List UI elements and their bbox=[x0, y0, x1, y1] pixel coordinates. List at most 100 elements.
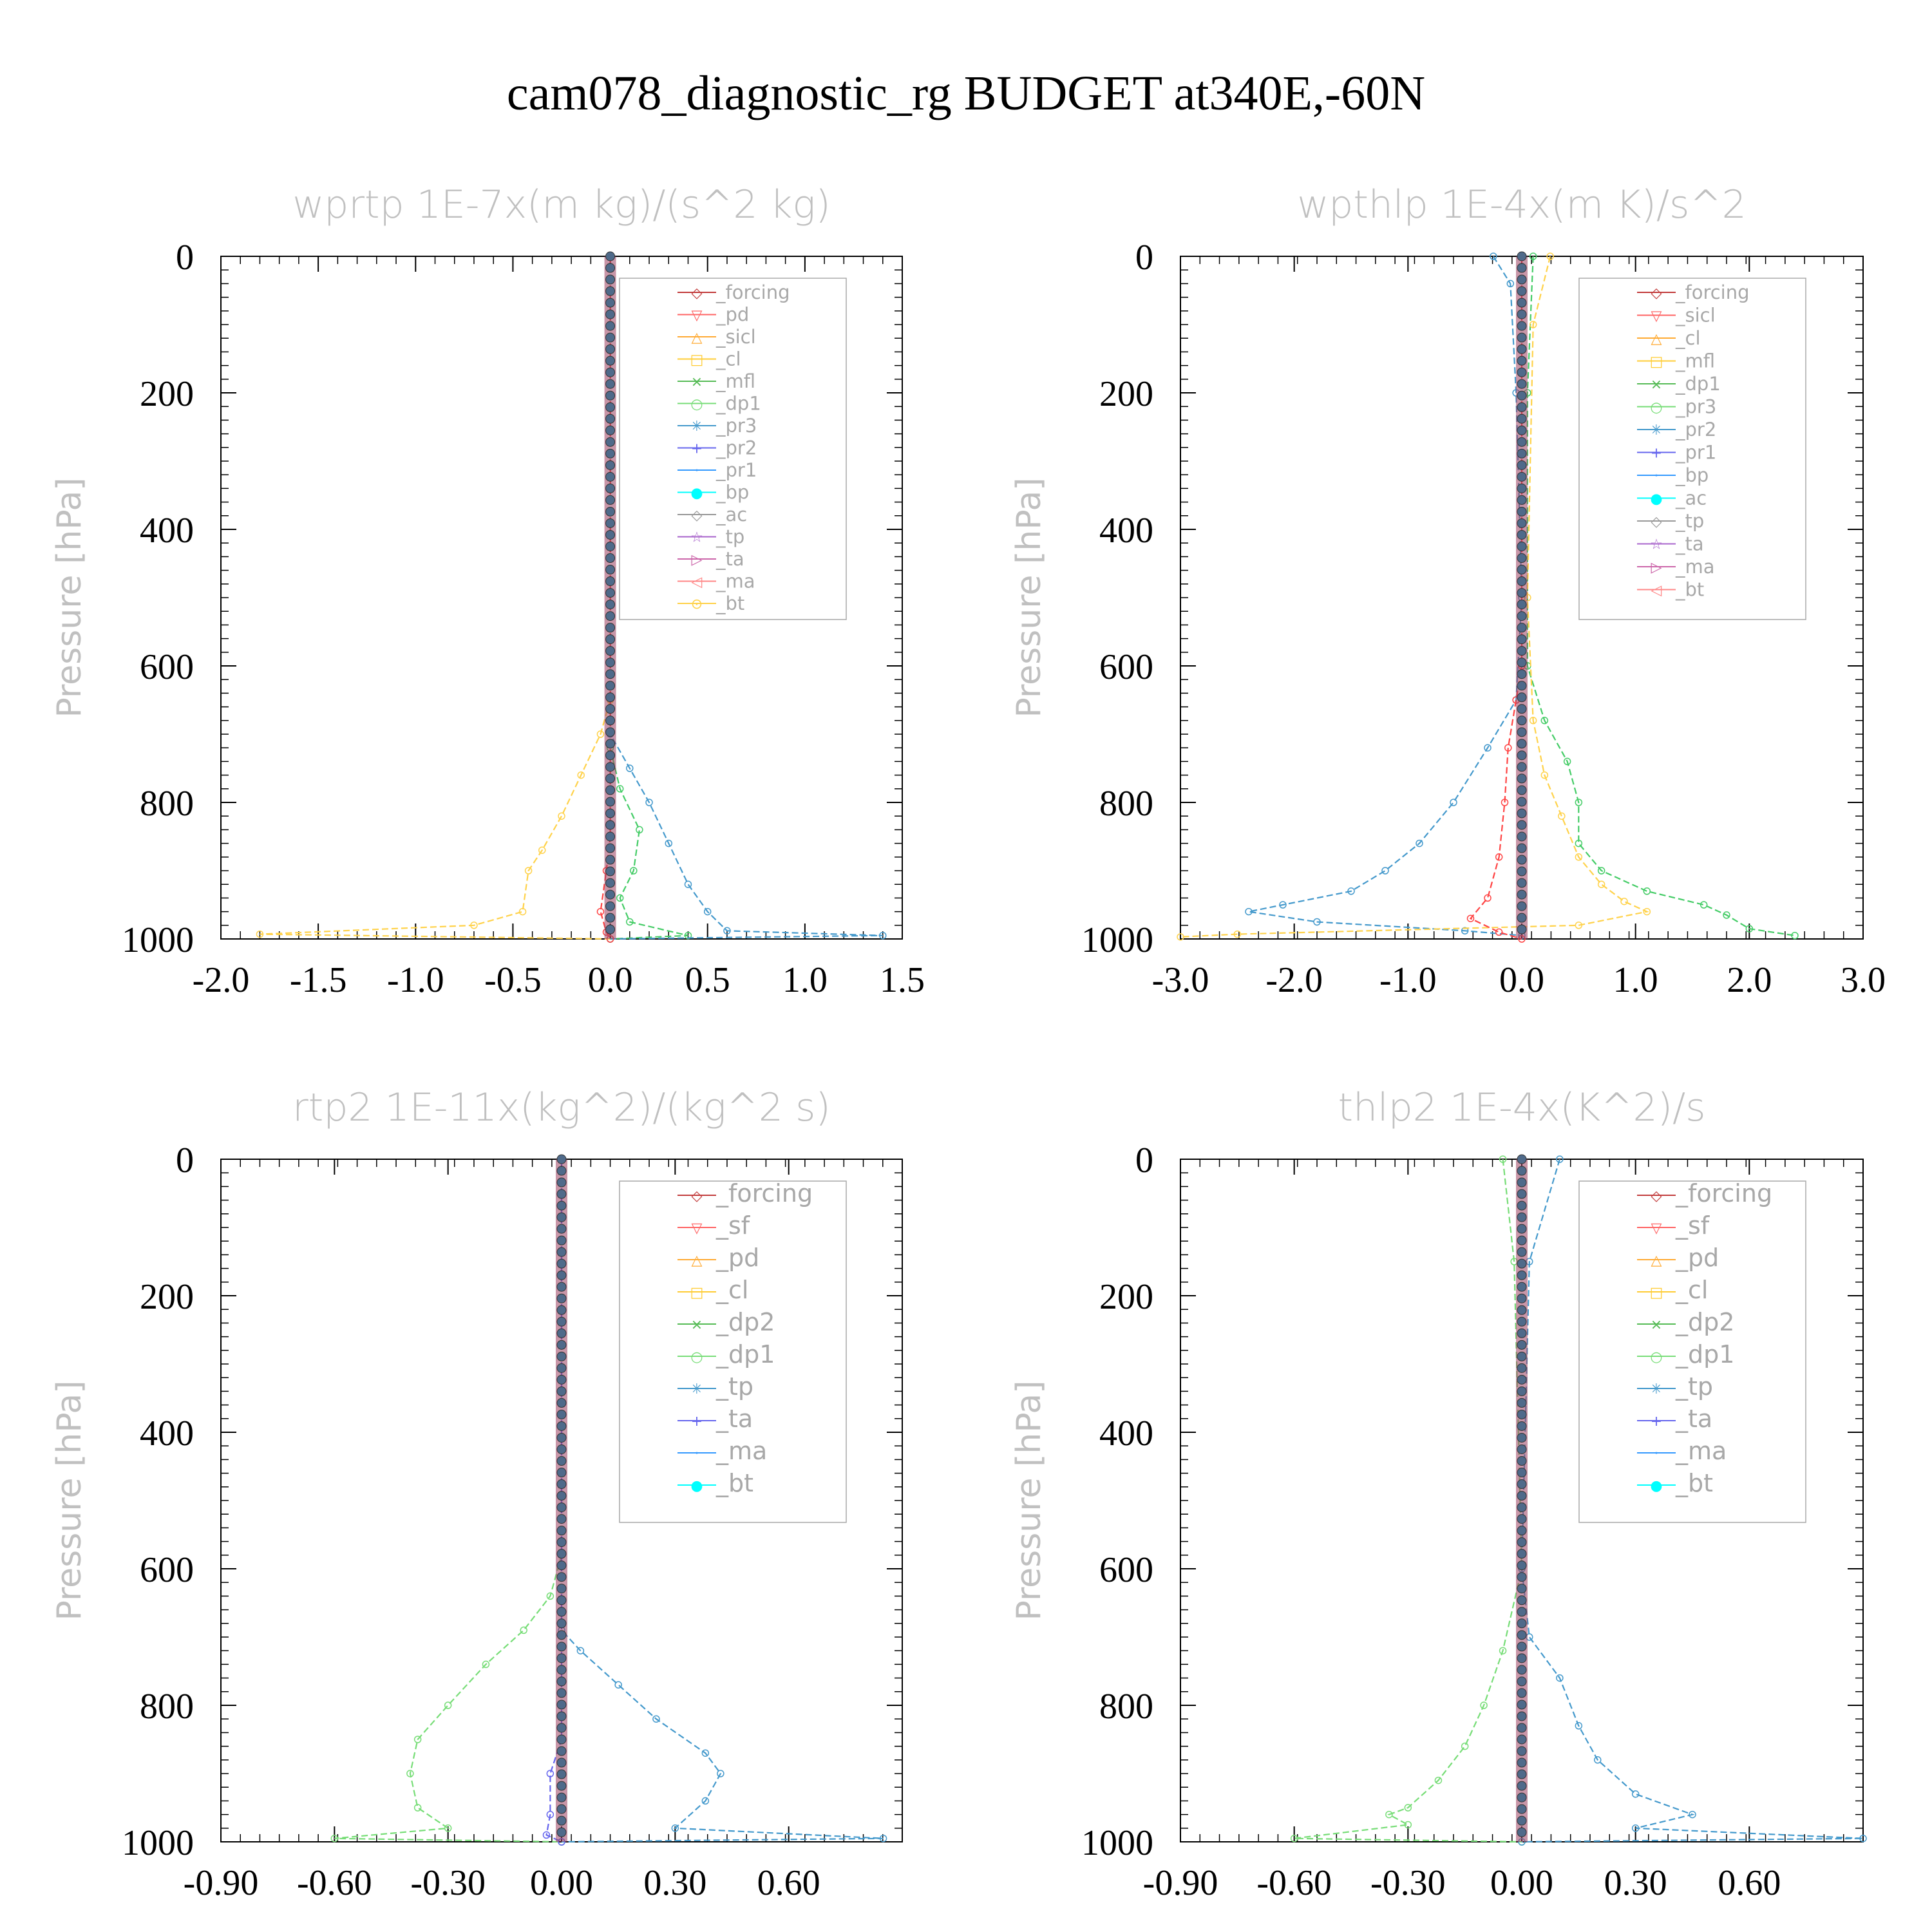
legend-label: _tp bbox=[715, 1372, 753, 1401]
bt-point bbox=[1517, 1328, 1527, 1338]
data-point bbox=[1461, 1742, 1469, 1750]
legend-marker: ○ bbox=[690, 397, 703, 413]
bt-point bbox=[556, 1815, 567, 1826]
bt-point bbox=[1517, 692, 1527, 703]
bt-point bbox=[605, 542, 616, 551]
data-point bbox=[577, 771, 585, 779]
x-tick-label: 0.30 bbox=[1604, 1863, 1667, 1903]
panel-title: thlp2 1E-4x(K^2)/s bbox=[1338, 1085, 1705, 1130]
x-tick-label: -0.90 bbox=[184, 1863, 259, 1903]
bt-point bbox=[1517, 413, 1527, 424]
bt-point bbox=[605, 820, 616, 830]
bt-point bbox=[1517, 553, 1527, 564]
data-point bbox=[652, 1715, 660, 1723]
data-point bbox=[1279, 901, 1287, 909]
legend-marker: ● bbox=[690, 486, 703, 502]
x-tick-label: 0.60 bbox=[1718, 1863, 1781, 1903]
bt-point bbox=[556, 1537, 567, 1548]
data-point bbox=[546, 1810, 554, 1819]
legend-label: _cl bbox=[715, 348, 741, 370]
bt-point bbox=[1517, 1282, 1527, 1292]
bt-point bbox=[605, 518, 616, 528]
bt-point bbox=[1517, 483, 1527, 493]
bt-point bbox=[605, 332, 616, 343]
bt-point bbox=[1517, 542, 1527, 551]
bt-point bbox=[556, 1468, 567, 1478]
data-point bbox=[1540, 771, 1549, 779]
y-tick-label: 0 bbox=[176, 1141, 194, 1180]
bt-point bbox=[556, 1723, 567, 1733]
bt-point bbox=[605, 576, 616, 587]
legend-marker: □ bbox=[690, 1285, 704, 1301]
y-axis-label: Pressure [hPa] bbox=[1010, 478, 1048, 718]
legend-label: _dp2 bbox=[1675, 1308, 1734, 1336]
legend-marker: ◇ bbox=[1651, 1188, 1662, 1204]
data-point bbox=[723, 927, 731, 935]
data-point bbox=[665, 839, 673, 848]
series-line-tp bbox=[560, 1159, 884, 1843]
bt-point bbox=[1517, 1700, 1527, 1710]
x-tick-label: -0.60 bbox=[297, 1863, 372, 1903]
bt-point bbox=[556, 1340, 567, 1350]
bt-point bbox=[556, 1432, 567, 1443]
data-point bbox=[1385, 1810, 1393, 1819]
bt-point bbox=[1517, 1827, 1527, 1837]
x-tick-label: -0.30 bbox=[1370, 1863, 1446, 1903]
bt-point bbox=[1517, 913, 1527, 923]
bt-point bbox=[1517, 1560, 1527, 1571]
bt-point bbox=[1517, 321, 1527, 331]
legend-label: _cl bbox=[1675, 327, 1701, 349]
bt-point bbox=[605, 344, 616, 354]
legend-marker: ◇ bbox=[692, 1188, 703, 1204]
bt-point bbox=[605, 913, 616, 923]
legend-marker: ● bbox=[1650, 491, 1662, 507]
legend-label: _ta bbox=[715, 1405, 753, 1433]
legend-label: _forcing bbox=[1675, 1179, 1772, 1208]
legend-marker: ⊙ bbox=[691, 596, 703, 612]
legend-label: _ac bbox=[1675, 488, 1707, 509]
x-tick-label: 0.0 bbox=[1499, 960, 1544, 1000]
y-tick-label: 0 bbox=[1135, 1141, 1153, 1180]
bt-point bbox=[1517, 379, 1527, 389]
legend-box bbox=[619, 1180, 847, 1523]
bt-point bbox=[1517, 1618, 1527, 1629]
data-point bbox=[413, 1736, 422, 1743]
legend-box bbox=[1578, 1180, 1806, 1523]
bt-point bbox=[605, 471, 616, 482]
bt-point bbox=[1517, 1723, 1527, 1733]
data-point bbox=[1313, 918, 1321, 926]
bt-point bbox=[556, 1224, 567, 1234]
bt-point bbox=[605, 646, 616, 656]
bt-point bbox=[556, 1630, 567, 1640]
data-point bbox=[703, 907, 712, 916]
bt-point bbox=[605, 924, 616, 934]
bt-point bbox=[1517, 1432, 1527, 1443]
bt-point bbox=[1517, 878, 1527, 888]
bt-point bbox=[605, 495, 616, 505]
legend-marker: ○ bbox=[690, 1349, 703, 1365]
legend-label: _forcing bbox=[1675, 281, 1750, 303]
bt-point bbox=[605, 379, 616, 389]
legend-marker: · bbox=[695, 463, 699, 479]
bt-point bbox=[556, 1235, 567, 1245]
legend-label: _dp1 bbox=[1675, 373, 1721, 395]
x-tick-label: 1.0 bbox=[1613, 960, 1658, 1000]
data-point bbox=[616, 785, 624, 793]
x-tick-label: 0.30 bbox=[643, 1863, 706, 1903]
data-point bbox=[1506, 279, 1515, 288]
bt-point bbox=[1517, 332, 1527, 343]
legend-label: _ma bbox=[715, 571, 755, 592]
bt-point bbox=[1517, 588, 1527, 598]
series-line-dp1 bbox=[1294, 1159, 1523, 1843]
legend-label: _pd bbox=[715, 1244, 759, 1272]
data-point bbox=[1490, 252, 1497, 260]
x-tick-label: -0.30 bbox=[410, 1863, 486, 1903]
bt-point bbox=[1517, 1340, 1527, 1350]
bt-point bbox=[556, 1584, 567, 1594]
data-point bbox=[1416, 839, 1423, 848]
bt-point bbox=[556, 1363, 567, 1373]
bt-point bbox=[1517, 471, 1527, 482]
legend-label: _dp1 bbox=[715, 393, 761, 415]
bt-point bbox=[1517, 843, 1527, 853]
bt-point bbox=[1517, 715, 1527, 726]
